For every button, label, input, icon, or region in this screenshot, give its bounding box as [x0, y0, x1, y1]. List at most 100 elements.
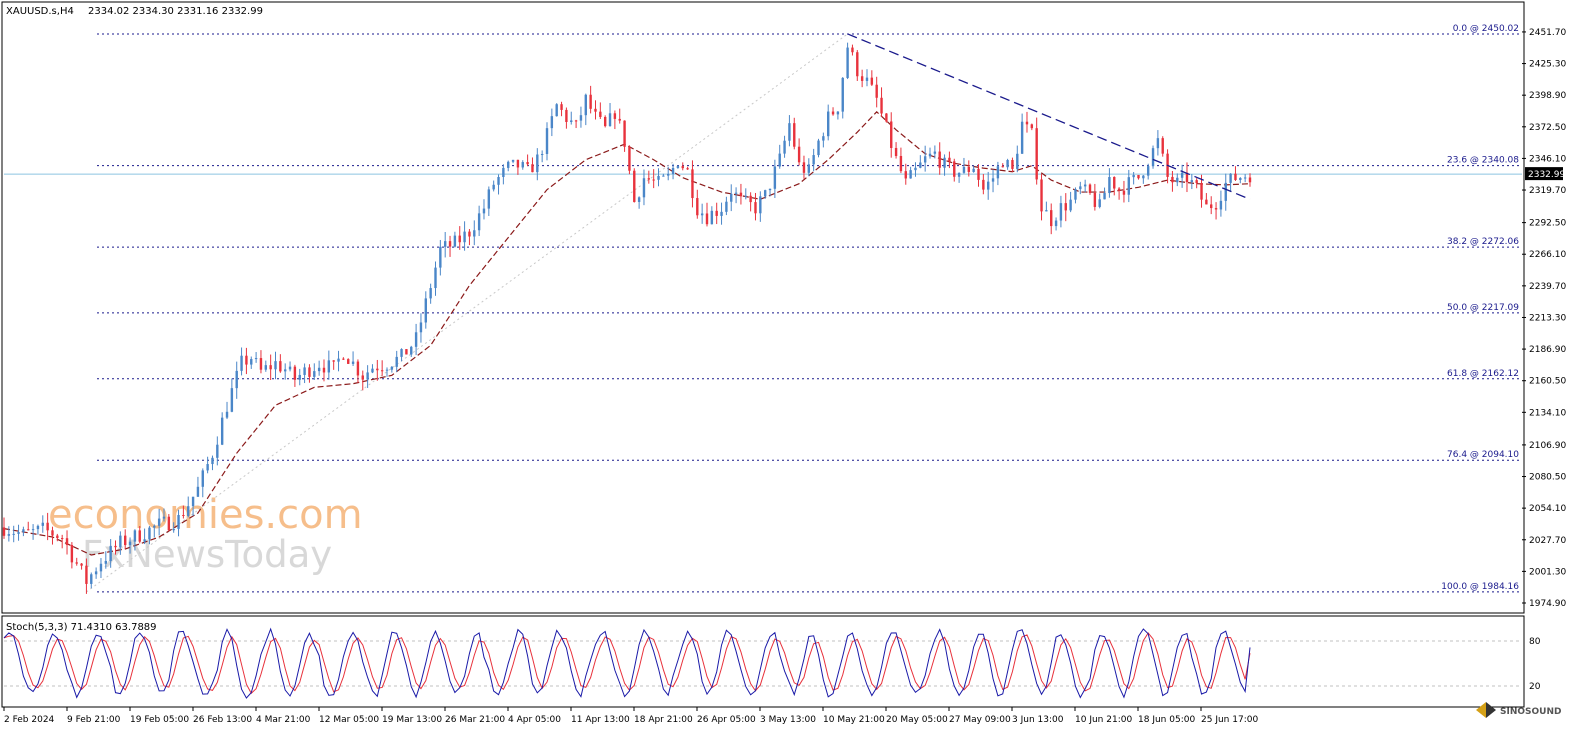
price-tick-label: 2319.70: [1529, 186, 1566, 196]
candle: [463, 221, 466, 251]
time-tick-label: 2 Feb 2024: [4, 715, 55, 725]
candle: [448, 235, 452, 257]
candle-body: [894, 147, 898, 156]
candle-body: [565, 109, 568, 122]
candle-body: [7, 534, 11, 536]
candle-body: [235, 370, 238, 389]
candle-body: [923, 156, 927, 163]
candle-body: [1137, 174, 1140, 179]
candle-body: [463, 231, 466, 243]
candle: [948, 151, 951, 169]
time-tick-label: 18 Jun 05:00: [1138, 715, 1195, 725]
candle: [831, 107, 835, 116]
candle-body: [36, 525, 40, 530]
candle-body: [429, 288, 432, 299]
candle: [584, 93, 587, 126]
fib-level-label: 0.0 @ 2450.02: [1453, 24, 1519, 34]
candle: [1001, 163, 1004, 168]
candle: [327, 350, 331, 380]
candle: [65, 530, 69, 555]
candle-body: [327, 360, 331, 373]
candle-body: [778, 153, 781, 167]
candle-body: [419, 322, 423, 333]
candle-body: [148, 527, 151, 540]
candle: [545, 122, 549, 161]
candle-body: [424, 298, 427, 323]
candle: [671, 163, 675, 180]
candle: [12, 525, 15, 543]
candle-body: [468, 231, 471, 237]
candle: [1219, 190, 1223, 217]
candle: [1040, 173, 1043, 221]
candle: [749, 192, 752, 212]
candle: [458, 226, 461, 250]
candle-body: [27, 529, 30, 531]
candle-body: [60, 538, 64, 540]
candle-body: [1016, 153, 1019, 169]
candle: [254, 352, 258, 363]
price-tick-label: 2425.30: [1529, 60, 1566, 70]
price-tick-label: 2213.30: [1529, 313, 1566, 323]
candle-body: [414, 332, 418, 347]
candle: [972, 165, 975, 173]
candle: [919, 155, 922, 169]
candle: [739, 183, 743, 205]
candle-body: [390, 366, 394, 370]
time-tick-label: 19 Mar 13:00: [382, 715, 442, 725]
price-tick-label: 2160.50: [1529, 377, 1566, 387]
candle: [1054, 217, 1058, 231]
candle-body: [1064, 203, 1067, 211]
candle: [1171, 170, 1174, 192]
candle: [1011, 157, 1014, 172]
candle-body: [599, 111, 602, 117]
candle: [1190, 173, 1194, 190]
candle-body: [56, 535, 59, 539]
candle: [574, 119, 578, 129]
candle: [1016, 145, 1019, 173]
time-axis: 2 Feb 2024 9 Feb 21:00 19 Feb 05:00 26 Feb …: [3, 707, 1258, 725]
candle-body: [802, 162, 806, 173]
candle-body: [22, 529, 25, 533]
price-axis: 2451.70 2425.30 2398.90 2372.50 2346.10 2319.…: [1522, 28, 1566, 609]
candle-body: [124, 535, 127, 546]
candle: [1239, 177, 1242, 184]
candle: [856, 50, 859, 81]
main-chart-frame: [1, 1, 1525, 614]
candle: [778, 144, 781, 169]
candle-body: [797, 146, 801, 163]
candle-body: [216, 444, 219, 458]
candle-body: [482, 208, 486, 214]
descending-trendline: [847, 33, 1251, 200]
stoch-signal-line: [3, 632, 1251, 695]
candle: [526, 154, 529, 167]
candle: [1234, 166, 1237, 181]
candle-body: [928, 153, 932, 157]
candle-body: [536, 154, 539, 173]
candle: [201, 468, 204, 498]
candle-body: [220, 417, 224, 445]
candle-body: [104, 560, 108, 564]
candle: [85, 558, 88, 594]
candle-body: [623, 120, 626, 147]
candle: [700, 203, 704, 224]
candle-body: [1001, 166, 1004, 168]
candle: [31, 524, 35, 540]
candle-body: [1117, 188, 1121, 191]
candle: [1103, 187, 1106, 200]
candle: [56, 533, 59, 542]
stoch-panel-frame: [1, 615, 1525, 708]
time-tick-label: 27 May 09:00: [949, 715, 1011, 725]
candle-body: [511, 159, 515, 162]
candle: [1214, 202, 1218, 220]
candle: [1083, 179, 1087, 193]
candle-body: [1132, 174, 1135, 178]
candle-body: [982, 179, 985, 190]
price-tick-label: 2054.10: [1529, 504, 1566, 514]
candle: [1127, 169, 1130, 203]
symbol-label: XAUUSD.s,H4: [6, 6, 74, 17]
candle: [633, 168, 636, 203]
stoch-level-label: 80: [1529, 637, 1541, 647]
candle: [473, 220, 476, 246]
candle: [148, 526, 151, 545]
